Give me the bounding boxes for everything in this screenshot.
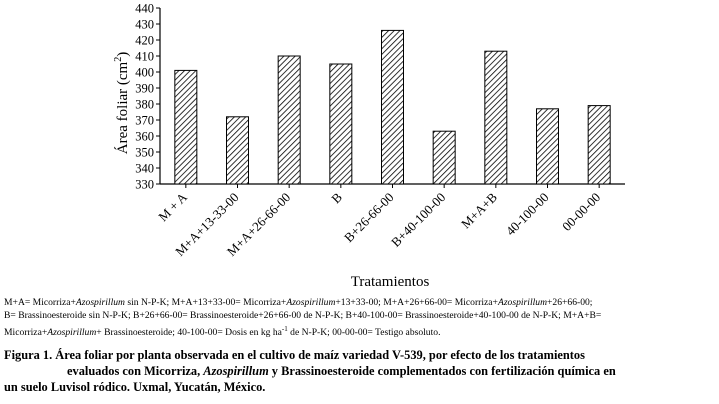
y-tick-label: 430	[135, 18, 154, 32]
y-tick-label: 400	[135, 66, 154, 80]
caption-line-3: un suelo Luvisol ródico. Uxmal, Yucatán,…	[4, 380, 266, 395]
y-tick-label: 330	[135, 178, 154, 192]
caption-line-1: Figura 1. Área foliar por planta observa…	[4, 348, 585, 362]
y-tick-label: 440	[135, 2, 154, 16]
x-tick-label: B+26-66-00	[341, 190, 397, 246]
bar	[381, 29, 404, 185]
bar	[536, 108, 559, 185]
y-tick-label: 420	[135, 34, 154, 48]
note-line-1: M+A= Micorriza+Azospirillum sin N-P-K; M…	[4, 297, 593, 308]
bar	[329, 63, 353, 185]
y-tick-label: 410	[135, 50, 154, 64]
bar	[432, 130, 456, 185]
x-axis-title: Tratamientos	[351, 274, 430, 290]
note-line-3: Micorriza+Azospirillum+ Brassinoesteroid…	[4, 324, 441, 338]
bar	[226, 116, 249, 185]
x-tick-label: M + A	[155, 189, 190, 224]
x-tick-label: M+A+B	[458, 189, 500, 231]
y-axis-title: Área foliar (cm2)	[113, 52, 131, 154]
figure-caption: Figura 1. Área foliar por planta observa…	[4, 347, 716, 396]
y-tick-label: 340	[135, 162, 154, 176]
note-line-2: B= Brassinoesteroide sin N-P-K; B+26+66-…	[4, 309, 602, 321]
x-tick-label: 40-100-00	[503, 190, 552, 239]
abbreviations-note: M+A= Micorriza+Azospirillum sin N-P-K; M…	[4, 297, 716, 340]
y-tick-label: 390	[135, 82, 154, 96]
x-tick-label: B	[328, 189, 345, 206]
caption-line-2: evaluados con Micorriza, Azospirillum y …	[67, 364, 616, 379]
plot-area: 330 340 350 360 370 380 390 400 410 420 430 440 M + …	[135, 2, 625, 259]
bar	[174, 69, 198, 185]
bar	[587, 105, 611, 185]
y-tick-label: 380	[135, 98, 154, 112]
bar	[484, 50, 508, 185]
bar-chart: 330 340 350 360 370 380 390 400 410 420 430 440 M + …	[113, 2, 625, 290]
bar	[277, 55, 301, 185]
y-tick-label: 370	[135, 114, 154, 128]
y-tick-label: 350	[135, 146, 154, 160]
x-tick-label: B+40-100-00	[388, 190, 448, 250]
y-tick-label: 360	[135, 130, 154, 144]
x-tick-label: 00-00-00	[559, 190, 603, 234]
